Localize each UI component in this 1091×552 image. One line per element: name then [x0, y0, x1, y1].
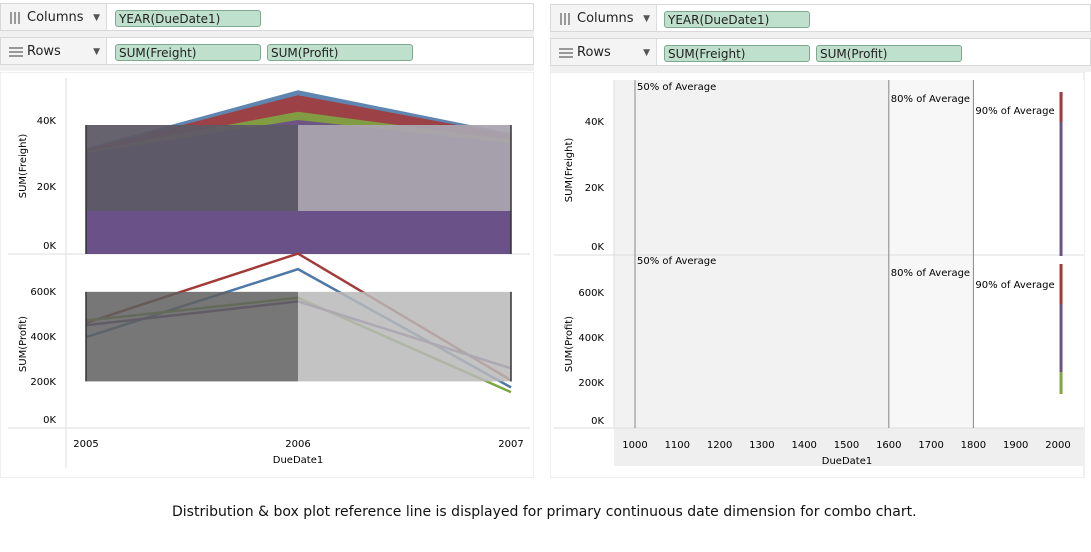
columns-pill-year-duedate[interactable]: YEAR(DueDate1) — [664, 11, 810, 28]
rows-shelf-label: Rows ▼ — [1, 38, 107, 64]
rows-pill-profit[interactable]: SUM(Profit) — [816, 45, 962, 62]
compressed-profit-low — [1059, 372, 1063, 394]
reference-band-above-90 — [974, 80, 1084, 428]
shelf-separator — [550, 32, 1091, 38]
columns-shelf-label: Columns ▼ — [1, 4, 107, 30]
columns-label: Columns — [27, 10, 84, 25]
x-tick: 1000 — [622, 440, 647, 451]
rows-pill-freight[interactable]: SUM(Freight) — [115, 44, 261, 61]
left-chart-area[interactable]: SUM(Freight) SUM(Profit) 40K 20K 0K 600K… — [0, 72, 534, 478]
x-tick: 1100 — [665, 440, 690, 451]
y-tick: 400K — [30, 332, 56, 343]
rows-pill-freight[interactable]: SUM(Freight) — [664, 45, 810, 62]
rows-icon — [9, 47, 23, 57]
top-y-axis-label: SUM(Freight) — [18, 134, 29, 199]
x-tick: 1700 — [918, 440, 943, 451]
x-tick: 2000 — [1045, 440, 1070, 451]
columns-dropdown-icon[interactable]: ▼ — [93, 13, 100, 23]
caption-text: Distribution & box plot reference line i… — [172, 504, 917, 520]
y-tick: 200K — [578, 378, 604, 389]
top-y-axis-label: SUM(Freight) — [564, 138, 575, 203]
x-tick: 2007 — [498, 439, 523, 450]
y-tick: 600K — [30, 287, 56, 298]
reference-label: 80% of Average — [891, 94, 970, 105]
x-tick: 1600 — [876, 440, 901, 451]
reference-band-80-90 — [890, 80, 974, 428]
box-plot-band-dark — [86, 291, 298, 382]
x-tick: 1400 — [791, 440, 816, 451]
x-tick: 1500 — [834, 440, 859, 451]
y-tick: 400K — [578, 333, 604, 344]
bottom-y-axis-label: SUM(Profit) — [18, 316, 29, 372]
rows-label: Rows — [577, 45, 611, 60]
y-tick: 20K — [585, 183, 605, 194]
left-worksheet: Columns ▼ YEAR(DueDate1) Rows ▼ SUM(Frei… — [0, 0, 534, 478]
columns-label: Columns — [577, 11, 634, 26]
bottom-y-axis-label: SUM(Profit) — [564, 316, 575, 372]
reference-label: 90% of Average — [975, 280, 1054, 291]
x-axis-band — [614, 428, 1084, 466]
rows-pill-profit[interactable]: SUM(Profit) — [267, 44, 413, 61]
rows-shelf[interactable]: Rows ▼ SUM(Freight) SUM(Profit) — [550, 38, 1091, 66]
box-plot-band-light — [298, 291, 511, 382]
y-tick: 200K — [30, 377, 56, 388]
y-tick: 600K — [578, 288, 604, 299]
area-base-fill — [86, 211, 511, 254]
x-tick: 2006 — [285, 439, 310, 450]
rows-icon — [559, 48, 573, 58]
shelf-separator — [0, 65, 534, 71]
y-tick: 0K — [591, 416, 604, 427]
compressed-freight-top — [1059, 92, 1063, 122]
x-axis-label: DueDate1 — [273, 455, 323, 466]
y-tick: 0K — [591, 242, 604, 253]
right-chart-area[interactable]: 50% of Average 50% of Average 80% of Avera… — [550, 72, 1091, 478]
shelf-separator — [0, 31, 534, 37]
box-plot-band-light — [298, 125, 511, 211]
columns-icon — [560, 13, 570, 25]
y-tick: 0K — [43, 241, 56, 252]
columns-dropdown-icon[interactable]: ▼ — [643, 14, 650, 24]
x-tick: 1200 — [707, 440, 732, 451]
x-axis-label: DueDate1 — [822, 456, 872, 467]
y-tick: 40K — [37, 116, 57, 127]
rows-label: Rows — [27, 44, 61, 59]
box-plot-band-dark — [86, 125, 298, 211]
columns-shelf[interactable]: Columns ▼ YEAR(DueDate1) — [550, 4, 1091, 32]
rows-dropdown-icon[interactable]: ▼ — [93, 47, 100, 57]
compressed-profit-mid — [1059, 304, 1063, 372]
reference-label: 90% of Average — [975, 106, 1054, 117]
compressed-profit-top — [1059, 264, 1063, 304]
rows-dropdown-icon[interactable]: ▼ — [643, 48, 650, 58]
x-tick: 1900 — [1003, 440, 1028, 451]
reference-label: 50% of Average — [637, 256, 716, 267]
y-tick: 40K — [585, 117, 605, 128]
y-tick: 0K — [43, 415, 56, 426]
rows-shelf[interactable]: Rows ▼ SUM(Freight) SUM(Profit) — [0, 37, 534, 65]
columns-shelf[interactable]: Columns ▼ YEAR(DueDate1) — [0, 3, 534, 31]
columns-pill-year-duedate[interactable]: YEAR(DueDate1) — [115, 10, 261, 27]
shelf-separator — [550, 66, 1091, 72]
columns-icon — [10, 12, 20, 24]
columns-shelf-label: Columns ▼ — [551, 5, 657, 31]
y-tick: 20K — [37, 182, 57, 193]
reference-label: 50% of Average — [637, 82, 716, 93]
right-worksheet: Columns ▼ YEAR(DueDate1) Rows ▼ SUM(Frei… — [550, 0, 1091, 478]
compressed-freight-marks — [1059, 92, 1063, 256]
x-tick: 2005 — [73, 439, 98, 450]
x-tick: 1300 — [749, 440, 774, 451]
rows-shelf-label: Rows ▼ — [551, 39, 657, 65]
x-tick: 1800 — [961, 440, 986, 451]
reference-label: 80% of Average — [891, 268, 970, 279]
